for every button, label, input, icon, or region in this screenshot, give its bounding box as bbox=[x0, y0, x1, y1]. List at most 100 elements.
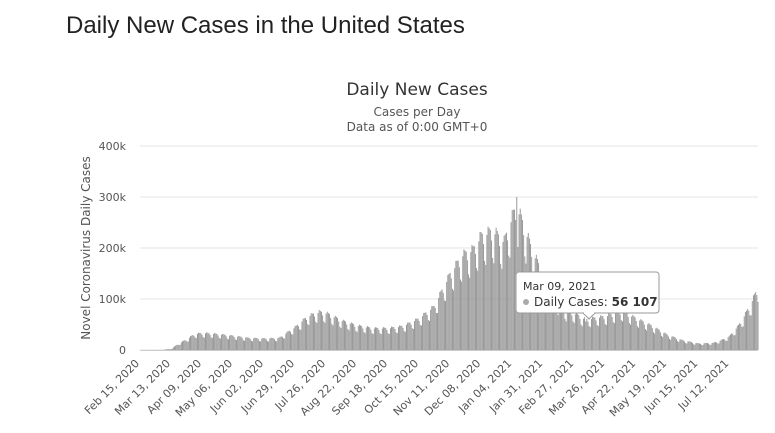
bar bbox=[246, 337, 248, 350]
bar bbox=[704, 342, 706, 350]
bar bbox=[252, 341, 254, 350]
bar bbox=[709, 344, 711, 350]
bar bbox=[354, 326, 356, 350]
bar bbox=[622, 321, 623, 350]
bar bbox=[486, 234, 488, 350]
bar bbox=[369, 327, 371, 350]
bar bbox=[398, 327, 399, 350]
bar bbox=[233, 337, 235, 350]
bar bbox=[169, 349, 171, 350]
bar bbox=[213, 334, 214, 350]
bar bbox=[451, 288, 453, 350]
bar bbox=[630, 324, 631, 350]
bar bbox=[707, 343, 708, 350]
bar bbox=[403, 331, 405, 350]
bar bbox=[294, 326, 296, 350]
bar bbox=[244, 340, 245, 350]
bar bbox=[187, 341, 189, 350]
bar bbox=[219, 338, 221, 350]
bar bbox=[659, 332, 661, 350]
bar bbox=[755, 292, 757, 350]
bar bbox=[605, 325, 607, 350]
bar bbox=[563, 311, 565, 350]
bar bbox=[625, 311, 627, 350]
bar bbox=[688, 341, 690, 350]
bar bbox=[733, 335, 735, 350]
bar bbox=[285, 333, 287, 350]
bar bbox=[165, 349, 167, 350]
bar bbox=[653, 332, 654, 350]
bar bbox=[277, 338, 279, 350]
bar bbox=[590, 319, 592, 350]
bar bbox=[355, 330, 357, 350]
bar bbox=[280, 336, 282, 350]
bar bbox=[417, 318, 419, 350]
bar bbox=[313, 313, 314, 350]
bar bbox=[301, 321, 303, 350]
bar bbox=[686, 343, 688, 350]
bar bbox=[692, 342, 693, 350]
bar bbox=[687, 341, 689, 350]
tooltip: Mar 09, 2021 Daily Cases: 56 107 bbox=[515, 271, 660, 320]
bar bbox=[702, 345, 704, 350]
bar bbox=[366, 326, 368, 350]
bar bbox=[472, 246, 474, 350]
bar bbox=[447, 274, 449, 350]
bar bbox=[272, 338, 274, 350]
bar bbox=[376, 327, 378, 350]
bar bbox=[356, 332, 358, 350]
bar bbox=[562, 306, 564, 350]
bar bbox=[170, 349, 172, 350]
bar bbox=[406, 324, 407, 350]
bar bbox=[311, 313, 313, 350]
bar bbox=[740, 323, 742, 350]
bar bbox=[182, 341, 183, 350]
bar bbox=[174, 346, 175, 350]
bar bbox=[742, 326, 744, 350]
bar bbox=[690, 341, 692, 350]
bar bbox=[310, 313, 312, 350]
bar bbox=[666, 334, 668, 350]
bar bbox=[695, 343, 697, 350]
bar bbox=[514, 209, 515, 350]
bar bbox=[408, 322, 410, 350]
bar bbox=[698, 343, 700, 350]
bar bbox=[396, 333, 398, 350]
bar bbox=[217, 335, 219, 350]
bar bbox=[391, 326, 393, 350]
bar bbox=[265, 339, 267, 350]
bar bbox=[610, 314, 612, 350]
bar bbox=[746, 310, 747, 350]
bar bbox=[556, 312, 558, 350]
bar bbox=[750, 315, 752, 350]
bar bbox=[442, 292, 444, 350]
bar bbox=[597, 326, 599, 350]
bar bbox=[559, 302, 561, 350]
bar bbox=[546, 280, 548, 350]
bar bbox=[401, 325, 403, 350]
bar bbox=[729, 334, 731, 350]
bar bbox=[756, 295, 758, 350]
bar bbox=[392, 326, 394, 350]
bar bbox=[461, 281, 463, 350]
y-axis-label: Novel Coronavirus Daily Cases bbox=[79, 156, 93, 339]
bar bbox=[500, 263, 502, 350]
bar bbox=[192, 335, 194, 350]
bar bbox=[332, 325, 334, 350]
bar bbox=[471, 244, 473, 350]
bar bbox=[324, 322, 326, 350]
bar bbox=[448, 273, 450, 350]
bar bbox=[485, 264, 487, 350]
bar bbox=[210, 337, 212, 350]
bar bbox=[216, 333, 218, 350]
bar bbox=[473, 246, 475, 350]
bar bbox=[378, 330, 380, 350]
bar bbox=[450, 278, 452, 350]
bar bbox=[228, 339, 229, 350]
bar bbox=[744, 312, 746, 350]
bar bbox=[613, 323, 615, 350]
bar bbox=[171, 348, 173, 350]
bar bbox=[445, 301, 447, 350]
bar bbox=[641, 320, 643, 350]
bar bbox=[327, 312, 329, 350]
